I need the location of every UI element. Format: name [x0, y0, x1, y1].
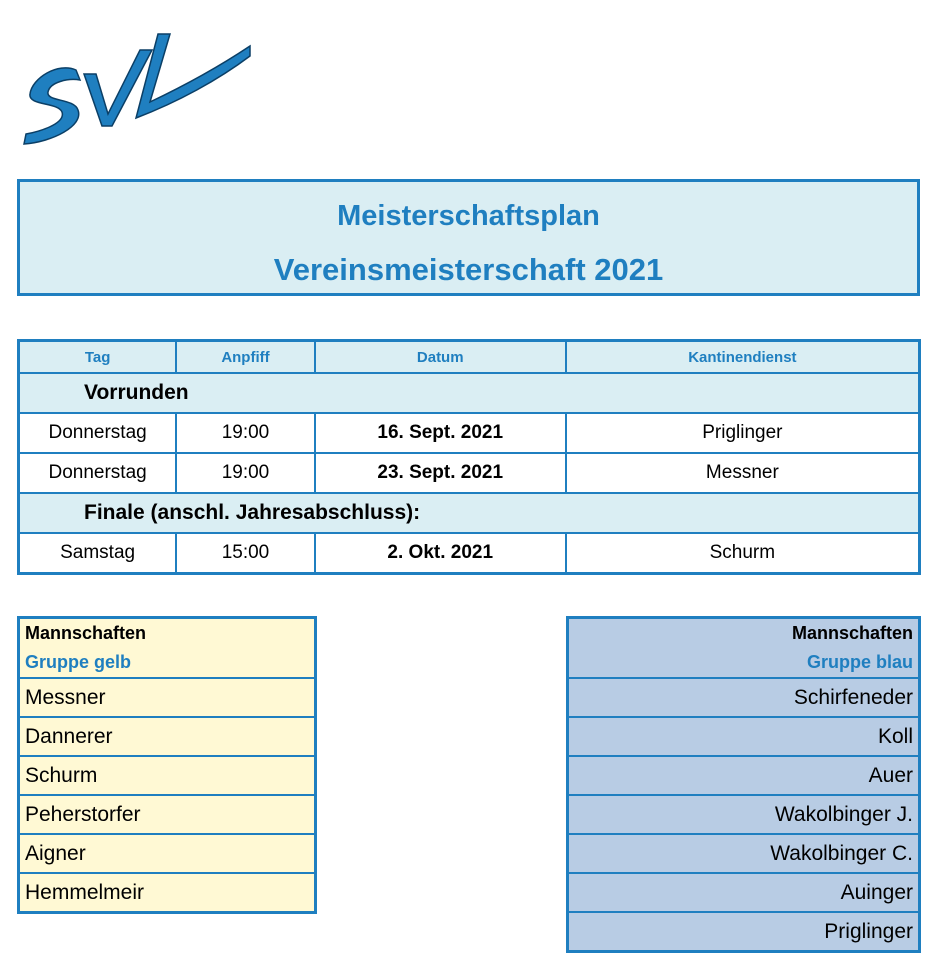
svl-logo	[23, 33, 251, 145]
cell-tag: Donnerstag	[17, 452, 178, 494]
team-heading: Mannschaften	[25, 623, 147, 643]
team-header-blau: Mannschaften Gruppe blau	[566, 616, 921, 679]
cell-kantinendienst: Priglinger	[564, 412, 921, 454]
header-anpfiff: Anpfiff	[175, 339, 316, 374]
section-finale: Finale (anschl. Jahresabschluss):	[17, 492, 921, 534]
cell-datum: 2. Okt. 2021	[313, 532, 567, 575]
team-row: Hemmelmeir	[17, 872, 317, 914]
cell-kantinendienst: Messner	[564, 452, 921, 494]
team-header-gelb: Mannschaften Gruppe gelb	[17, 616, 317, 679]
cell-anpfiff: 19:00	[175, 452, 316, 494]
section-vorrunden: Vorrunden	[17, 372, 921, 414]
team-row: Auer	[566, 755, 921, 796]
schedule-table: Tag Anpfiff Datum Kantinendienst Vorrund…	[17, 339, 921, 575]
team-row: Messner	[17, 677, 317, 718]
cell-tag: Donnerstag	[17, 412, 178, 454]
cell-datum: 16. Sept. 2021	[313, 412, 567, 454]
team-row: Priglinger	[566, 911, 921, 953]
team-group-label: Gruppe blau	[806, 652, 913, 672]
section-row: Finale (anschl. Jahresabschluss):	[17, 492, 921, 534]
cell-tag: Samstag	[17, 532, 178, 575]
team-row: Wakolbinger C.	[566, 833, 921, 874]
team-heading: Mannschaften	[791, 623, 913, 643]
schedule-header-row: Tag Anpfiff Datum Kantinendienst	[17, 339, 921, 374]
table-row: Samstag 15:00 2. Okt. 2021 Schurm	[17, 532, 921, 575]
cell-datum: 23. Sept. 2021	[313, 452, 567, 494]
title-line-2: Vereinsmeisterschaft 2021	[273, 252, 664, 287]
header-tag: Tag	[17, 339, 178, 374]
team-row: Schirfeneder	[566, 677, 921, 718]
team-row: Schurm	[17, 755, 317, 796]
table-row: Donnerstag 19:00 23. Sept. 2021 Messner	[17, 452, 921, 494]
title-line-1: Meisterschaftsplan	[337, 200, 600, 232]
title-box: Meisterschaftsplan Vereinsmeisterschaft …	[17, 179, 920, 296]
cell-anpfiff: 19:00	[175, 412, 316, 454]
team-row: Dannerer	[17, 716, 317, 757]
team-group-label: Gruppe gelb	[25, 652, 132, 672]
header-kantinendienst: Kantinendienst	[564, 339, 921, 374]
table-row: Donnerstag 19:00 16. Sept. 2021 Prigling…	[17, 412, 921, 454]
section-row: Vorrunden	[17, 372, 921, 414]
header-datum: Datum	[313, 339, 567, 374]
cell-anpfiff: 15:00	[175, 532, 316, 575]
team-row: Aigner	[17, 833, 317, 874]
team-row: Wakolbinger J.	[566, 794, 921, 835]
team-row: Auinger	[566, 872, 921, 913]
cell-kantinendienst: Schurm	[564, 532, 921, 575]
team-row: Koll	[566, 716, 921, 757]
team-row: Peherstorfer	[17, 794, 317, 835]
team-table-gelb: Mannschaften Gruppe gelb Messner Dannere…	[17, 616, 317, 914]
team-table-blau: Mannschaften Gruppe blau Schirfeneder Ko…	[566, 616, 921, 953]
